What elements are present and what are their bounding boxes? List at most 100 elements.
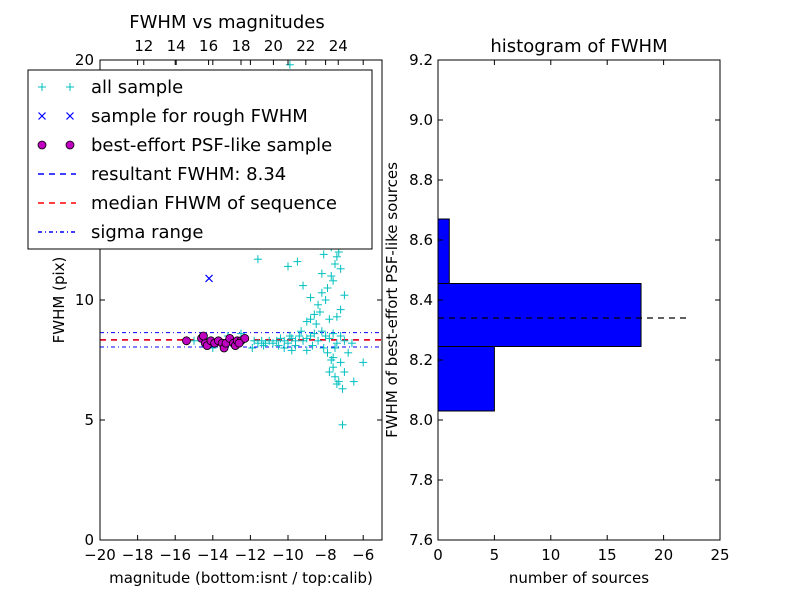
- data-point-s0-24: [340, 336, 349, 345]
- data-point-s0-31: [319, 344, 328, 352]
- x-tick-label: 15: [598, 546, 617, 564]
- data-point-s0-61: [340, 291, 349, 300]
- x-tick-label: 5: [490, 546, 500, 564]
- legend-entry: sigma range: [38, 222, 203, 243]
- legend-marker-x: [38, 112, 46, 120]
- data-point-s0-76: [340, 368, 349, 376]
- data-point-s0-12: [295, 332, 304, 340]
- data-point-s0-40: [315, 308, 324, 316]
- x-tick-label: −6: [352, 546, 374, 564]
- right-chart: histogram of FWHM 0 5 10 15 20 25 7.6 7.8 8.0 8.…: [383, 36, 730, 587]
- right-plot-area: [437, 218, 687, 412]
- legend-entry: all sample: [38, 77, 183, 98]
- y-tick-label: 20: [75, 51, 94, 69]
- left-chart-title: FWHM vs magnitudes: [129, 12, 324, 33]
- data-point-s0-43: [327, 272, 336, 280]
- legend-marker-+: [66, 83, 74, 91]
- x-tick-label: −20: [84, 546, 116, 564]
- y-tick-label: 8.0: [409, 411, 433, 429]
- data-point-s0-30: [308, 341, 317, 350]
- y-tick-label: 0: [84, 531, 94, 549]
- right-x-label: number of sources: [509, 569, 649, 587]
- legend-marker-+: [38, 83, 46, 91]
- data-point-s0-9: [284, 339, 292, 348]
- data-point-s0-51: [336, 264, 345, 273]
- legend-label: best-effort PSF-like sample: [91, 135, 332, 156]
- data-point-s0-72: [338, 384, 347, 393]
- y-tick-label: 8.4: [409, 291, 433, 309]
- top-tick-label: 14: [167, 37, 186, 55]
- data-point-s0-23: [336, 332, 345, 340]
- data-point-s0-103: [190, 336, 198, 345]
- data-point-s0-52: [332, 252, 341, 261]
- y-tick-label: 10: [75, 291, 94, 309]
- data-point-s0-88: [284, 262, 292, 271]
- left-chart: FWHM vs magnitudes −20 −18 −16 −14 −12 −10 −8−…: [27, 12, 383, 587]
- top-tick-label: 24: [329, 37, 348, 55]
- data-point-s0-42: [323, 284, 332, 292]
- data-point-s2-17: [198, 331, 208, 341]
- x-tick-label: 20: [654, 546, 673, 564]
- data-point-s0-82: [287, 346, 296, 355]
- left-plot-area: [100, 60, 382, 429]
- y-tick-label: 9.2: [409, 51, 433, 69]
- right-y-label: FWHM of best-effort PSF-like sources: [383, 162, 401, 438]
- data-point-s0-66: [323, 348, 332, 357]
- data-point-s0-18: [317, 327, 326, 336]
- legend-box: [27, 69, 373, 250]
- data-point-s0-41: [321, 296, 330, 304]
- data-point-s0-28: [285, 332, 294, 340]
- legend-marker-o: [65, 140, 75, 150]
- legend-entry: sample for rough FWHM: [38, 106, 308, 127]
- data-point-s0-20: [325, 334, 334, 343]
- data-point-s2-16: [234, 338, 244, 348]
- x-tick-label: −8: [315, 546, 337, 564]
- top-tick-label: 20: [264, 37, 283, 55]
- data-point-s0-98: [299, 281, 308, 290]
- top-tick-label: 22: [296, 37, 315, 55]
- data-point-s0-21: [329, 329, 338, 338]
- data-point-s1-0: [205, 274, 213, 283]
- y-tick-label: 9.0: [409, 111, 433, 129]
- x-tick-label: −10: [272, 546, 304, 564]
- left-top-axis: 12 14 16 18 20 22 24: [134, 37, 348, 65]
- left-y-axis: 0 5 10 20: [75, 51, 382, 549]
- left-x-axis: −20 −18 −16 −14 −12 −10 −8 −6: [84, 60, 374, 564]
- data-point-s0-22: [332, 339, 341, 348]
- legend-label: all sample: [91, 77, 183, 98]
- right-y-axis: 7.6 7.8 8.0 8.2 8.4 8.6 8.8 9.0 9.2: [409, 51, 720, 549]
- data-point-s0-17: [314, 336, 323, 345]
- data-point-s0-77: [344, 348, 353, 357]
- top-tick-label: 18: [231, 37, 250, 55]
- left-y-label: FWHM (pix): [50, 257, 68, 344]
- y-tick-label: 8.2: [409, 351, 433, 369]
- y-tick-label: 8.6: [409, 231, 433, 249]
- data-point-s0-60: [336, 305, 345, 314]
- x-tick-label: 10: [541, 546, 560, 564]
- legend-label: sigma range: [91, 222, 203, 243]
- data-point-s0-29: [297, 327, 306, 336]
- data-point-s0-27: [274, 341, 283, 350]
- data-point-s0-69: [325, 368, 334, 376]
- data-point-s0-81: [349, 377, 358, 386]
- x-tick-label: 25: [710, 546, 729, 564]
- data-point-s0-84: [291, 341, 300, 350]
- histogram-bar-1: [437, 283, 642, 347]
- legend-entry: resultant FWHM: 8.34: [38, 164, 286, 185]
- data-point-s0-48: [314, 300, 323, 309]
- legend-label: resultant FWHM: 8.34: [91, 164, 286, 185]
- y-tick-label: 5: [84, 411, 94, 429]
- data-point-s0-32: [331, 344, 339, 352]
- data-point-s0-70: [331, 372, 339, 381]
- data-point-s0-99: [306, 293, 315, 302]
- data-point-s0-75: [336, 358, 345, 367]
- histogram-bar-2: [437, 218, 450, 284]
- data-point-s2-0: [182, 336, 191, 346]
- data-point-s0-68: [329, 363, 338, 372]
- data-point-s0-47: [325, 315, 334, 324]
- x-tick-label: −16: [159, 546, 191, 564]
- data-point-s0-63: [310, 310, 319, 319]
- data-point-s0-73: [332, 380, 341, 388]
- legend-entry: median FHWM of sequence: [38, 193, 337, 214]
